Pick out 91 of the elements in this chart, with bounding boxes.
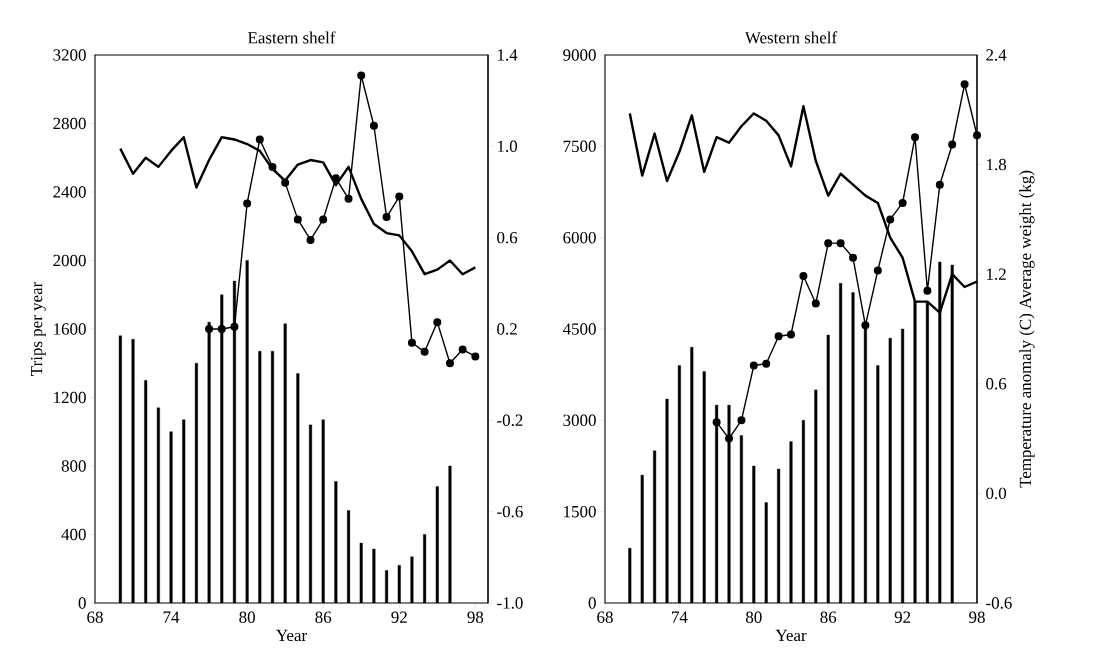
y-tick-label: 3000 <box>563 414 596 427</box>
y-tick-label: 9000 <box>563 49 596 61</box>
x-tick-label: 80 <box>745 611 762 623</box>
y-tick-label: 1500 <box>564 505 596 518</box>
point <box>824 239 833 248</box>
x-tick-label: 68 <box>87 611 103 623</box>
x-tick-label: 92 <box>894 611 911 623</box>
y2-tick-label: 0.6 <box>986 378 1007 390</box>
y2-tick-label: -0.2 <box>497 414 523 427</box>
x-tick-label: 74 <box>672 611 688 623</box>
point <box>357 71 366 80</box>
y2-tick-label: 1.2 <box>987 268 1006 280</box>
point <box>787 330 796 339</box>
y-tick-label: 1200 <box>54 391 86 404</box>
point <box>205 325 214 333</box>
point <box>948 140 957 149</box>
point <box>849 253 858 262</box>
x-axis-title: Year <box>775 629 807 642</box>
point <box>407 338 416 347</box>
point <box>319 215 328 224</box>
point <box>935 180 944 189</box>
point <box>255 135 264 144</box>
y-tick-label: 800 <box>61 460 86 472</box>
point <box>471 352 480 361</box>
y2-tick-label: -0.6 <box>986 597 1012 609</box>
point <box>243 199 252 208</box>
x-tick-label: 98 <box>969 611 985 623</box>
point <box>395 192 404 201</box>
y-tick-label: 2800 <box>53 117 86 130</box>
point <box>898 198 907 207</box>
point <box>712 418 721 427</box>
point <box>799 272 808 281</box>
point <box>873 266 882 275</box>
point <box>774 332 783 341</box>
point <box>281 178 290 187</box>
y-tick-label: 7500 <box>563 140 596 153</box>
chart-title: Western shelf <box>744 31 838 44</box>
y2-tick-label: -1.0 <box>497 597 523 609</box>
y2-tick-label: 1.0 <box>498 140 518 153</box>
y2-tick-label: 0.0 <box>986 487 1007 500</box>
y-tick-label: 4500 <box>562 323 596 335</box>
point <box>293 215 302 224</box>
y-tick-label: 0 <box>78 597 86 609</box>
point <box>420 347 429 356</box>
x-tick-label: 68 <box>597 611 613 623</box>
x-tick-label: 92 <box>391 611 407 623</box>
y2-tick-label: 1.4 <box>498 49 518 61</box>
y-tick-label: 0 <box>588 597 596 609</box>
point <box>306 235 315 244</box>
chart-title: Eastern shelf <box>248 31 336 44</box>
point <box>230 322 239 331</box>
point <box>749 361 758 370</box>
point <box>217 325 226 333</box>
x-tick-label: 86 <box>315 611 332 623</box>
point <box>725 434 734 443</box>
y2-tick-label: -0.6 <box>497 505 523 518</box>
y-tick-label: 2000 <box>53 254 86 267</box>
y-tick-label: 3200 <box>53 49 86 61</box>
y2-tick-label: 2.4 <box>986 49 1007 61</box>
x-tick-label: 86 <box>820 611 837 623</box>
y2-tick-label: 0.6 <box>497 231 518 244</box>
point <box>737 416 746 425</box>
point <box>382 213 391 222</box>
point <box>331 174 340 183</box>
point <box>911 133 920 142</box>
point <box>973 131 982 140</box>
x-tick-label: 98 <box>467 611 484 623</box>
point <box>923 286 932 295</box>
point <box>960 80 969 89</box>
y2-tick-label: 0.2 <box>497 323 517 335</box>
point <box>344 194 353 203</box>
y-axis-title: Trips per year <box>30 281 46 376</box>
point <box>268 162 277 171</box>
y-tick-label: 6000 <box>563 231 596 244</box>
point <box>836 239 845 248</box>
point <box>433 318 442 327</box>
y2-tick-label: 1.8 <box>987 158 1007 171</box>
point <box>458 345 467 354</box>
point <box>811 299 820 308</box>
x-axis-title: Year <box>276 629 307 642</box>
y2-axis-title: Temperature anomaly (C) Average weight (kg) <box>1019 170 1035 488</box>
point <box>369 121 378 130</box>
y-tick-label: 1600 <box>54 323 86 335</box>
x-tick-label: 80 <box>239 611 255 623</box>
point <box>762 359 771 368</box>
point <box>445 359 454 368</box>
point <box>861 321 870 330</box>
y-tick-label: 400 <box>61 528 86 541</box>
x-tick-label: 74 <box>163 611 180 623</box>
point <box>886 215 895 224</box>
y-tick-label: 2400 <box>53 186 86 198</box>
